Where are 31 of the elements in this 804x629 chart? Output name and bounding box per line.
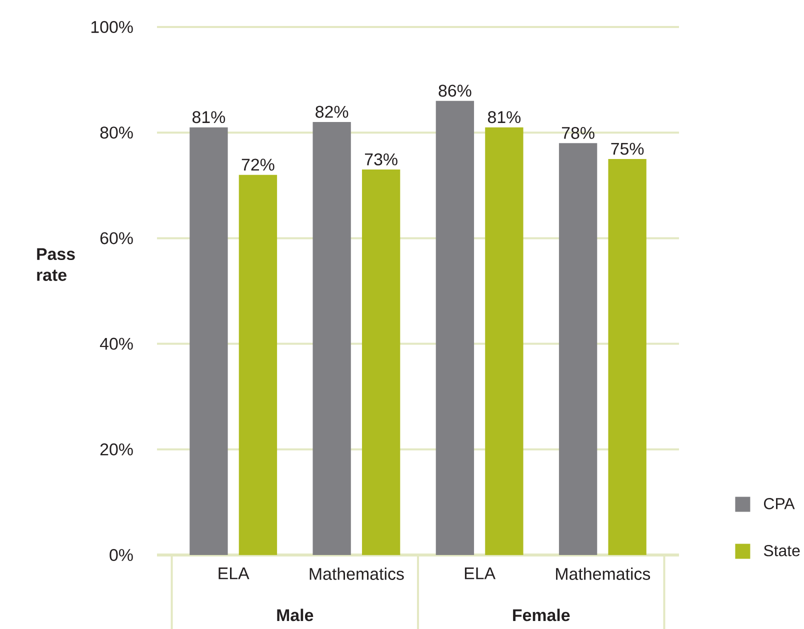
bar bbox=[312, 122, 351, 555]
text: Male bbox=[277, 608, 314, 622]
bar bbox=[362, 170, 400, 555]
text: Female bbox=[513, 608, 570, 622]
legend-label: CPA bbox=[764, 498, 795, 510]
data-label: 81% bbox=[488, 111, 521, 124]
y-tick-label: 20% bbox=[100, 443, 133, 456]
data-label: 81% bbox=[192, 111, 226, 124]
legend-label: State bbox=[764, 544, 800, 556]
bar bbox=[608, 158, 646, 555]
data-label: 73% bbox=[364, 153, 398, 166]
bar bbox=[485, 127, 524, 555]
y-tick-label: 80% bbox=[100, 126, 133, 139]
bar bbox=[558, 143, 598, 555]
x-tick-label: ELA bbox=[218, 568, 250, 580]
x-tick-label: Mathematics bbox=[556, 568, 650, 580]
y-tick-label: 60% bbox=[100, 232, 133, 244]
y-tick-label: 0% bbox=[110, 549, 133, 561]
y-tick-label: 40% bbox=[100, 338, 133, 350]
data-label: 82% bbox=[316, 106, 348, 118]
bar bbox=[238, 174, 278, 555]
y-tick-label: 100% bbox=[91, 20, 133, 33]
data-label: 75% bbox=[611, 142, 644, 155]
data-label: 72% bbox=[242, 158, 274, 171]
data-label: 86% bbox=[438, 84, 472, 97]
x-tick-label: ELA bbox=[464, 568, 496, 580]
x-tick-label: Mathematics bbox=[310, 568, 404, 580]
y-axis-title: Pass rate bbox=[37, 248, 75, 281]
bar bbox=[190, 127, 228, 555]
data-label: 78% bbox=[562, 126, 594, 139]
bar bbox=[436, 100, 474, 555]
